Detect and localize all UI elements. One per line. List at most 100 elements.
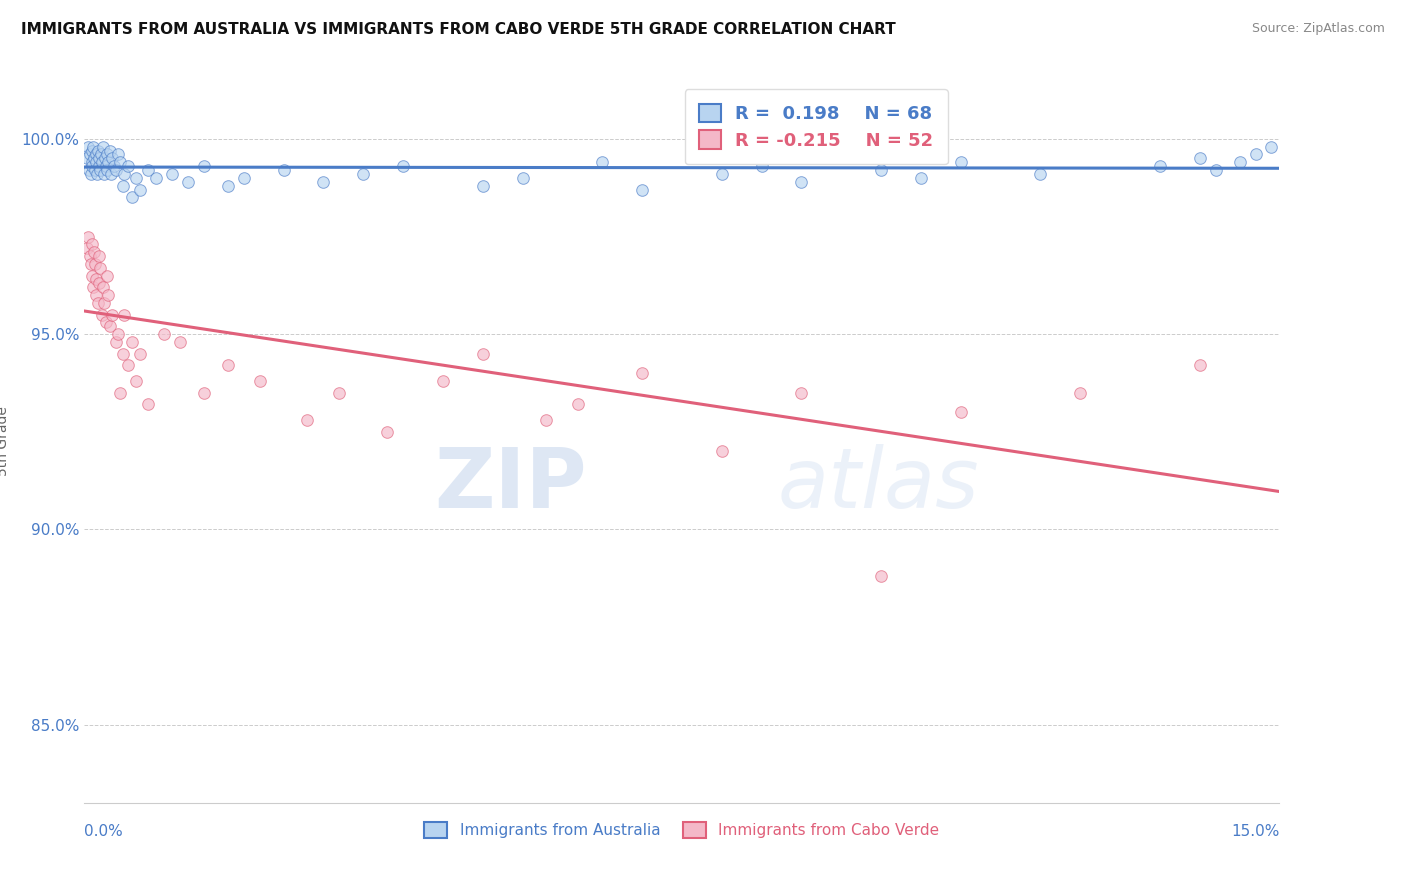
Point <box>121 190 143 204</box>
Point <box>94 152 117 166</box>
Point <box>710 167 733 181</box>
Point <box>273 163 295 178</box>
Point <box>82 159 104 173</box>
Point <box>77 139 100 153</box>
Point <box>110 385 132 400</box>
Point <box>112 308 135 322</box>
Point <box>97 155 120 169</box>
Point <box>80 155 103 169</box>
Point <box>1069 385 1091 400</box>
Point <box>512 170 534 185</box>
Point <box>297 413 319 427</box>
Point <box>249 374 271 388</box>
Point <box>87 159 110 173</box>
Point <box>107 327 129 342</box>
Point <box>93 296 115 310</box>
Point <box>94 315 117 329</box>
Point <box>96 163 118 178</box>
Text: 0.0%: 0.0% <box>84 824 124 839</box>
Point <box>83 152 105 166</box>
Point <box>1029 167 1052 181</box>
Point <box>90 155 112 169</box>
Point <box>89 152 111 166</box>
Y-axis label: 5th Grade: 5th Grade <box>0 407 10 476</box>
Point <box>82 268 104 283</box>
Point <box>1188 152 1211 166</box>
Point <box>631 183 654 197</box>
Point <box>432 374 454 388</box>
Point <box>217 359 239 373</box>
Point <box>82 280 104 294</box>
Point <box>96 268 118 283</box>
Point <box>103 159 125 173</box>
Point <box>90 147 112 161</box>
Point <box>101 308 124 322</box>
Point <box>169 334 191 349</box>
Point <box>87 144 110 158</box>
Point <box>193 385 215 400</box>
Point <box>567 397 589 411</box>
Point <box>949 405 972 419</box>
Point <box>312 175 335 189</box>
Point <box>392 159 415 173</box>
Point <box>631 366 654 380</box>
Point <box>217 178 239 193</box>
Point <box>751 159 773 173</box>
Text: 15.0%: 15.0% <box>1232 824 1279 839</box>
Point <box>87 296 110 310</box>
Point <box>1260 139 1282 153</box>
Point <box>91 139 114 153</box>
Point <box>84 147 107 161</box>
Point <box>232 170 254 185</box>
Point <box>352 167 374 181</box>
Point <box>83 257 105 271</box>
Point <box>160 167 183 181</box>
Point <box>86 155 108 169</box>
Point <box>86 167 108 181</box>
Point <box>83 245 105 260</box>
Point <box>89 163 111 178</box>
Point <box>97 288 120 302</box>
Point <box>77 163 100 178</box>
Point <box>870 163 893 178</box>
Legend: Immigrants from Australia, Immigrants from Cabo Verde: Immigrants from Australia, Immigrants fr… <box>416 814 948 846</box>
Point <box>136 163 159 178</box>
Point <box>471 346 494 360</box>
Point <box>86 288 108 302</box>
Point <box>80 167 103 181</box>
Point <box>98 144 121 158</box>
Point <box>870 569 893 583</box>
Point <box>121 334 143 349</box>
Point <box>111 346 134 360</box>
Point <box>177 175 200 189</box>
Point <box>83 163 105 178</box>
Point <box>910 170 932 185</box>
Point <box>87 249 110 263</box>
Point <box>98 319 121 334</box>
Point <box>328 385 350 400</box>
Point <box>153 327 176 342</box>
Point <box>93 167 115 181</box>
Point <box>105 334 128 349</box>
Point <box>94 159 117 173</box>
Point <box>110 155 132 169</box>
Point <box>117 359 139 373</box>
Point <box>82 144 104 158</box>
Point <box>101 152 124 166</box>
Point <box>125 170 148 185</box>
Point <box>471 178 494 193</box>
Point <box>89 260 111 275</box>
Point <box>77 229 100 244</box>
Point <box>89 277 111 291</box>
Point <box>125 374 148 388</box>
Point <box>375 425 398 439</box>
Point <box>536 413 558 427</box>
Point <box>1229 155 1251 169</box>
Point <box>100 167 122 181</box>
Point <box>80 257 103 271</box>
Point <box>1205 163 1227 178</box>
Point <box>84 272 107 286</box>
Point <box>107 147 129 161</box>
Point <box>145 170 167 185</box>
Point <box>710 444 733 458</box>
